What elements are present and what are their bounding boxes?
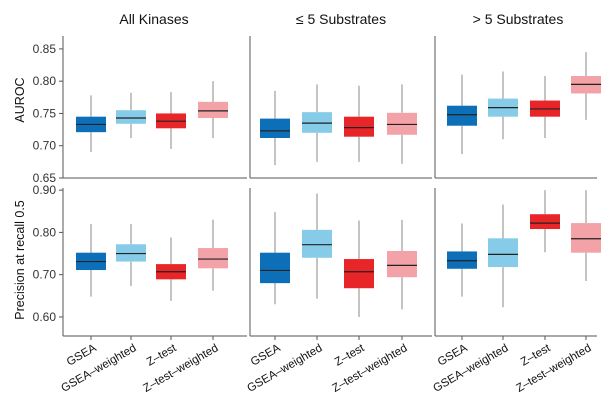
- box-gsea: [76, 95, 106, 153]
- iqr-box: [530, 214, 560, 230]
- box-gsea: [76, 223, 106, 297]
- box-z-test-weighted: [571, 190, 601, 282]
- box-z-test-weighted: [387, 219, 417, 310]
- iqr-box: [260, 252, 290, 284]
- ytick-label: 0.80: [33, 74, 57, 88]
- box-gsea-weighted: [488, 71, 518, 140]
- iqr-box: [116, 110, 146, 124]
- box-gsea-weighted: [116, 223, 146, 287]
- iqr-box: [302, 112, 332, 133]
- iqr-box: [571, 223, 601, 253]
- box-z-test: [344, 220, 374, 317]
- ytick-label: 0.80: [33, 225, 57, 239]
- iqr-box: [447, 105, 477, 126]
- box-gsea: [447, 74, 477, 155]
- box-z-test: [530, 190, 560, 253]
- iqr-box: [198, 248, 228, 269]
- box-z-test-weighted: [198, 219, 228, 291]
- column-title-all-kinases: All Kinases: [119, 11, 188, 27]
- iqr-box: [116, 244, 146, 262]
- ytick-label: 0.85: [33, 42, 57, 56]
- xtick-label-gsea-weighted: GSEA–weighted: [245, 342, 324, 395]
- box-gsea: [260, 90, 290, 166]
- column-titles: All Kinases ≤ 5 Substrates > 5 Substrate…: [119, 11, 563, 27]
- xtick-label-z-test-weighted: Z–test–weighted: [141, 342, 220, 395]
- ytick-label: 0.65: [33, 171, 57, 185]
- ylabel-precision: Precision at recall 0.5: [13, 200, 27, 320]
- ytick-label: 0.70: [33, 268, 57, 282]
- ytick-label: 0.60: [33, 310, 57, 324]
- box-z-test-weighted: [571, 52, 601, 120]
- iqr-box: [488, 238, 518, 268]
- iqr-box: [344, 116, 374, 137]
- ytick-label: 0.75: [33, 106, 57, 120]
- iqr-box: [198, 101, 228, 118]
- xtick-label-z-test-weighted: Z–test–weighted: [514, 342, 593, 395]
- box-z-test: [344, 85, 374, 162]
- box-z-test: [530, 76, 560, 138]
- xtick-label-gsea-weighted: GSEA–weighted: [59, 342, 138, 395]
- ytick-label: 0.90: [33, 183, 57, 197]
- iqr-box: [387, 112, 417, 135]
- box-gsea: [447, 223, 477, 297]
- box-gsea: [260, 212, 290, 305]
- box-gsea-weighted: [302, 193, 332, 299]
- xtick-label-z-test-weighted: Z–test–weighted: [330, 342, 409, 395]
- xtick-label-z-test: Z–test: [333, 342, 367, 369]
- xtick-label-gsea: GSEA: [249, 342, 283, 369]
- iqr-box: [260, 118, 290, 138]
- box-z-test: [156, 92, 186, 149]
- ytick-label: 0.70: [33, 139, 57, 153]
- iqr-box: [302, 229, 332, 258]
- column-title-le5-substrates: ≤ 5 Substrates: [296, 11, 386, 27]
- xtick-label-gsea-weighted: GSEA–weighted: [431, 342, 510, 395]
- box-z-test-weighted: [198, 81, 228, 138]
- ylabel-auroc: AUROC: [13, 77, 27, 122]
- box-z-test: [156, 237, 186, 301]
- iqr-box: [387, 251, 417, 278]
- column-title-gt5-substrates: > 5 Substrates: [473, 11, 564, 27]
- box-gsea-weighted: [302, 84, 332, 162]
- iqr-box: [344, 259, 374, 289]
- box-z-test-weighted: [387, 84, 417, 164]
- chart-marks: 0.65 0.70 0.75 0.80 0.85 0.60 0.70 0.80 0.90 GSEA…: [33, 36, 601, 395]
- box-gsea-weighted: [116, 92, 146, 138]
- iqr-box: [447, 251, 477, 269]
- box-gsea-weighted: [488, 204, 518, 308]
